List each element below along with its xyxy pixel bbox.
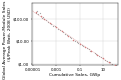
Point <box>67 35 69 36</box>
Point <box>53 25 54 27</box>
Point <box>70 38 72 39</box>
Point <box>115 65 117 66</box>
Point <box>66 34 68 35</box>
Point <box>77 42 79 44</box>
Point <box>74 40 76 41</box>
Point <box>81 45 83 46</box>
Point <box>54 25 56 26</box>
Point <box>39 13 41 14</box>
Point <box>100 57 102 58</box>
Point <box>111 63 113 64</box>
Point <box>55 27 57 28</box>
Point <box>102 58 104 59</box>
Point <box>59 29 61 31</box>
Point <box>57 28 59 29</box>
Point <box>47 21 49 23</box>
Point <box>89 50 91 51</box>
Point <box>109 62 111 63</box>
Point <box>76 41 78 43</box>
X-axis label: Cumulative Sales, GWp: Cumulative Sales, GWp <box>49 73 100 77</box>
Point <box>69 37 71 38</box>
Point <box>64 33 66 34</box>
Point <box>43 19 45 20</box>
Point <box>61 31 63 32</box>
Point <box>37 14 39 15</box>
Point <box>95 53 97 55</box>
Point <box>72 39 74 40</box>
Point <box>50 23 52 24</box>
Point <box>86 48 88 49</box>
Point <box>114 64 116 65</box>
Point <box>45 20 47 21</box>
Point <box>49 22 51 24</box>
Point <box>40 15 42 17</box>
Point <box>94 53 96 54</box>
Y-axis label: Global Average Power-Module Sales Price
($/Peak Watt, 2008 USD): Global Average Power-Module Sales Price … <box>3 0 11 79</box>
Point <box>35 12 37 14</box>
Point <box>108 61 110 62</box>
Point <box>42 17 44 18</box>
Point <box>84 47 86 48</box>
Point <box>104 59 106 60</box>
Point <box>35 11 37 12</box>
Point <box>82 46 84 47</box>
Point <box>88 49 90 50</box>
Point <box>96 54 98 55</box>
Point <box>62 32 64 33</box>
Point <box>90 50 92 52</box>
Point <box>41 18 43 19</box>
Point <box>36 10 38 12</box>
Point <box>79 43 80 44</box>
Point <box>98 56 100 57</box>
Point <box>106 60 107 62</box>
